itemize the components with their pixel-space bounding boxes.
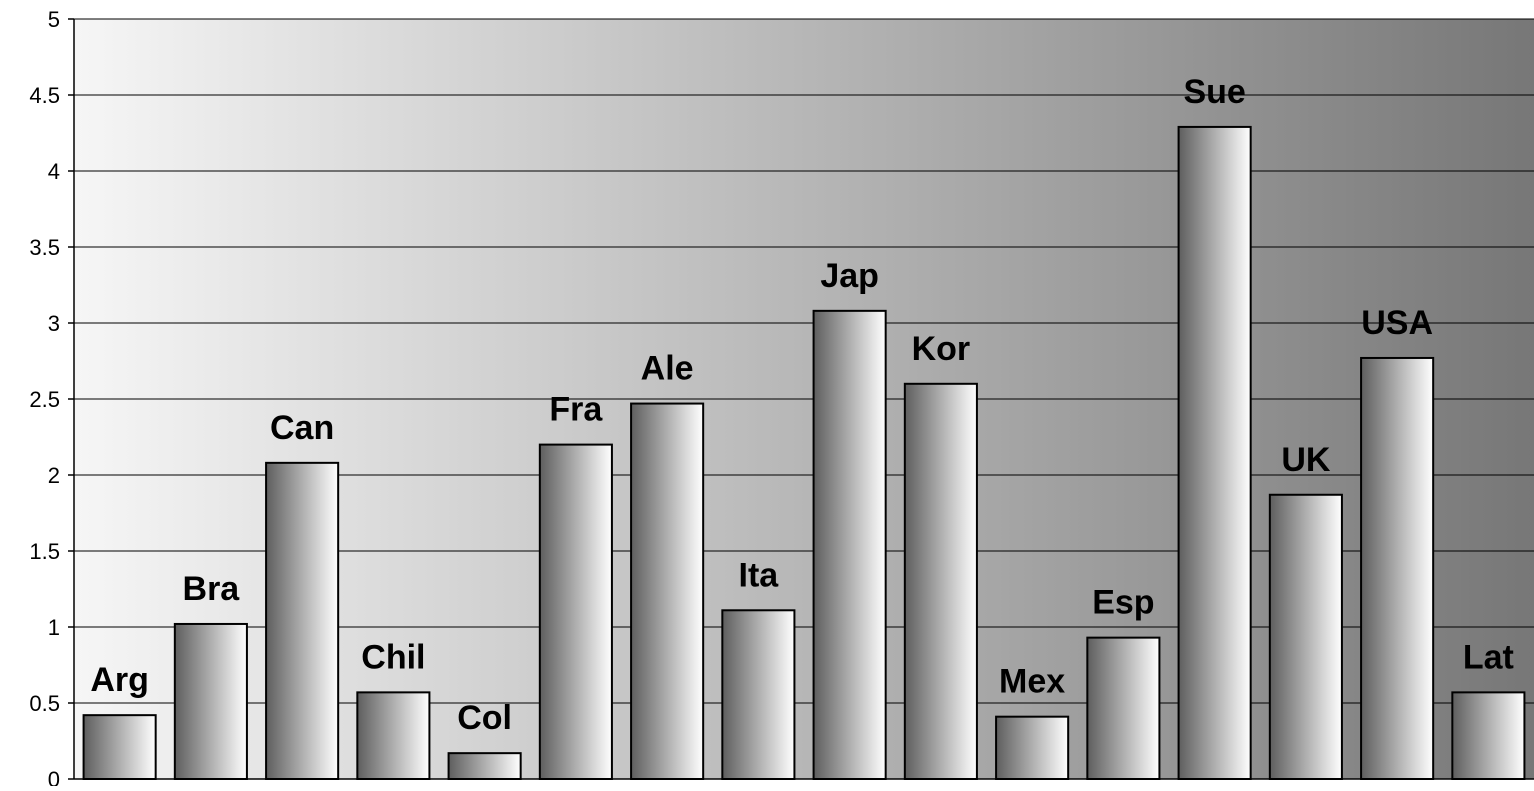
- bar-label-jap: Jap: [820, 257, 879, 295]
- y-tick-label: 2.5: [29, 387, 60, 412]
- bar-fra: [538, 443, 613, 780]
- bar-kor: [903, 382, 978, 780]
- bar-label-ale: Ale: [641, 350, 694, 388]
- y-tick-label: 0: [48, 767, 60, 786]
- bar-sue: [1177, 125, 1252, 781]
- bar-label-arg: Arg: [90, 661, 149, 699]
- bar-usa: [1360, 356, 1435, 780]
- bar-jap: [812, 309, 887, 780]
- y-tick-label: 3: [48, 311, 60, 336]
- bar-can: [265, 461, 340, 780]
- bar-label-sue: Sue: [1183, 73, 1245, 111]
- bar-labels: Arg Bra Can Chil Col Fra Ale Ita Jap Kor Mex Esp Sue…: [90, 73, 1514, 737]
- bar-label-ita: Ita: [739, 556, 780, 594]
- bar-label-mex: Mex: [999, 663, 1065, 701]
- bar-mex: [995, 715, 1070, 780]
- y-axis-ticks: 0 0.5 1 1.5 2 2.5 3 3.5 4 4.5 5: [29, 7, 74, 791]
- bar-label-bra: Bra: [183, 570, 241, 608]
- bar-label-usa: USA: [1361, 304, 1433, 342]
- bar-uk: [1268, 493, 1343, 780]
- y-tick-label: 0.5: [29, 691, 60, 716]
- bar-label-kor: Kor: [912, 330, 971, 368]
- bar-label-lat: Lat: [1463, 638, 1514, 676]
- bar-label-fra: Fra: [549, 391, 603, 429]
- y-tick-label: 4: [48, 159, 60, 184]
- y-tick-label: 5: [48, 7, 60, 32]
- bar-bra: [173, 622, 248, 781]
- y-tick-label: 1: [48, 615, 60, 640]
- bars: [82, 125, 1526, 781]
- bar-arg: [82, 714, 157, 780]
- bar-label-col: Col: [457, 699, 512, 737]
- bar-chil: [356, 691, 431, 780]
- bar-col: [447, 752, 522, 780]
- bar-ita: [721, 609, 796, 781]
- y-tick-label: 3.5: [29, 235, 60, 260]
- bar-lat: [1451, 691, 1526, 780]
- y-tick-label: 2: [48, 463, 60, 488]
- y-tick-label: 1.5: [29, 539, 60, 564]
- bar-label-uk: UK: [1281, 441, 1331, 479]
- bar-label-can: Can: [270, 409, 334, 447]
- bar-esp: [1086, 636, 1161, 781]
- y-tick-label: 4.5: [29, 83, 60, 108]
- bar-label-chil: Chil: [361, 638, 425, 676]
- bar-label-esp: Esp: [1092, 584, 1154, 622]
- bar-ale: [630, 402, 705, 780]
